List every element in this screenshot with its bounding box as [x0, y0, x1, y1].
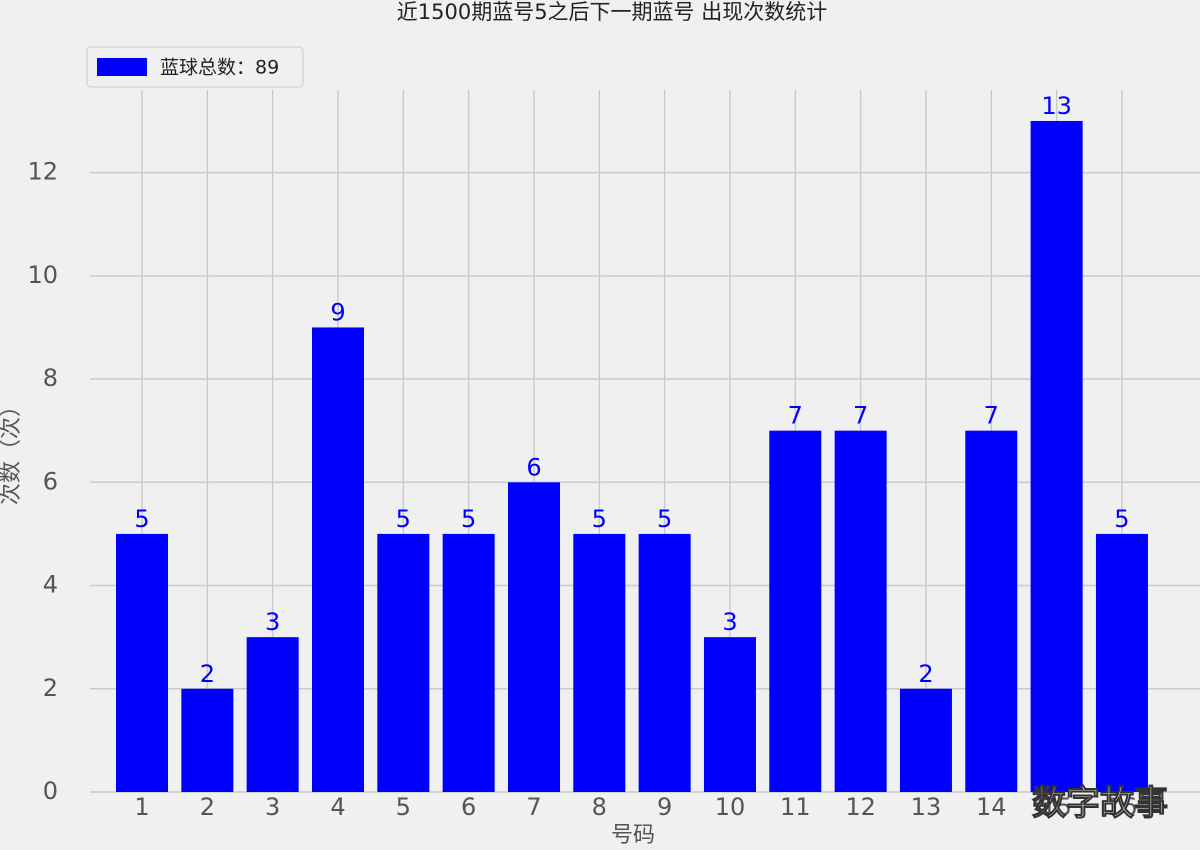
y-tick-label: 8 — [43, 364, 58, 392]
x-tick-label: 1 — [134, 793, 149, 821]
watermark: 数字故事 — [1032, 784, 1168, 824]
data-label: 5 — [461, 505, 476, 533]
legend-label: 蓝球总数：89 — [160, 57, 279, 79]
legend: 蓝球总数：89 — [86, 46, 304, 88]
bar — [899, 688, 952, 792]
x-tick-label: 3 — [265, 793, 280, 821]
x-tick-label: 2 — [200, 793, 215, 821]
bar — [1030, 120, 1083, 793]
data-label: 3 — [265, 608, 280, 636]
y-tick-label: 2 — [43, 674, 58, 702]
data-label: 5 — [657, 505, 672, 533]
bar — [507, 482, 560, 792]
y-tick-label: 12 — [27, 158, 58, 186]
data-label: 13 — [1041, 92, 1072, 120]
data-label: 6 — [526, 453, 541, 481]
x-tick-label: 9 — [657, 793, 672, 821]
x-tick-label: 4 — [330, 793, 345, 821]
bar — [181, 688, 234, 792]
data-label: 2 — [918, 660, 933, 688]
bar — [377, 533, 430, 792]
bar — [311, 327, 364, 792]
bar — [769, 430, 822, 792]
data-label: 5 — [1114, 505, 1129, 533]
x-tick-label: 14 — [976, 793, 1007, 821]
bar — [965, 430, 1018, 792]
data-label: 7 — [788, 402, 803, 430]
chart-title: 近1500期蓝号5之后下一期蓝号 出现次数统计 — [397, 0, 827, 24]
data-label: 7 — [984, 402, 999, 430]
data-label: 5 — [592, 505, 607, 533]
x-tick-label: 12 — [845, 793, 876, 821]
x-tick-label: 7 — [526, 793, 541, 821]
data-label: 7 — [853, 402, 868, 430]
x-tick-label: 11 — [780, 793, 811, 821]
bar — [573, 533, 626, 792]
data-label: 3 — [722, 608, 737, 636]
x-axis-label: 号码 — [611, 823, 655, 848]
bar — [116, 533, 168, 792]
data-label: 5 — [396, 505, 411, 533]
y-tick-label: 10 — [27, 261, 58, 289]
y-axis-label: 次数（次） — [0, 395, 24, 505]
x-tick-label: 16 — [1107, 793, 1138, 821]
x-tick-label: 5 — [396, 793, 411, 821]
bar — [638, 533, 691, 792]
x-tick-label: 10 — [715, 793, 746, 821]
bar — [1095, 533, 1148, 792]
x-tick-label: 13 — [911, 793, 942, 821]
y-tick-label: 0 — [43, 777, 58, 805]
x-tick-label: 15 — [1041, 793, 1072, 821]
data-label: 2 — [200, 660, 215, 688]
legend-swatch — [97, 58, 147, 76]
data-label: 9 — [330, 298, 345, 326]
bar — [442, 533, 495, 792]
x-tick-label: 8 — [592, 793, 607, 821]
x-tick-label: 6 — [461, 793, 476, 821]
bar — [703, 637, 756, 792]
legend-box — [86, 46, 304, 88]
bar — [834, 430, 887, 792]
y-tick-label: 6 — [43, 467, 58, 495]
data-label: 5 — [134, 505, 149, 533]
bar — [246, 637, 299, 792]
y-tick-label: 4 — [43, 571, 58, 599]
